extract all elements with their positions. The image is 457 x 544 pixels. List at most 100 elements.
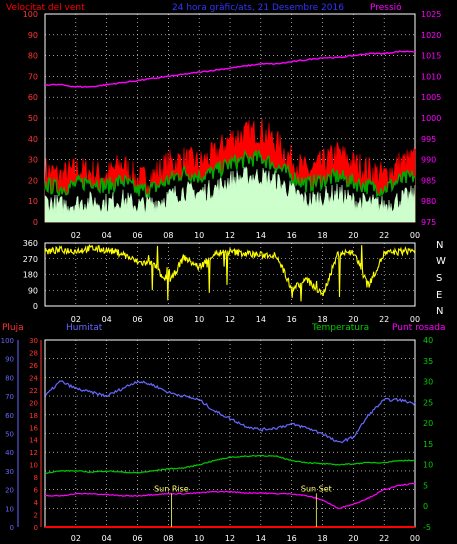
climate-x-tick: 10: [194, 534, 204, 543]
climate-x-tick: 20: [348, 534, 358, 543]
direction-x-tick: 02: [71, 315, 81, 324]
wind-x-tick: 04: [102, 231, 112, 240]
dewpoint-label: Punt rosada: [392, 323, 446, 333]
direction-x-tick: 04: [102, 315, 112, 324]
rain-label: Pluja: [2, 323, 24, 333]
wind-y-tick: 100: [23, 10, 38, 19]
wind-y-tick: 30: [28, 156, 38, 165]
rain-y-tick: 30: [29, 337, 38, 345]
climate-x-tick: 22: [379, 534, 389, 543]
pressure-y-tick: 980: [421, 197, 436, 206]
wind-x-tick: 00: [410, 231, 420, 240]
wind-x-tick: 16: [287, 231, 297, 240]
rain-y-tick: 12: [29, 449, 38, 457]
humidity-y-tick: 70: [5, 393, 14, 401]
direction-x-tick: 22: [379, 315, 389, 324]
rain-y-tick: 18: [29, 412, 38, 420]
rain-y-tick: 24: [29, 374, 38, 382]
pressure-y-tick: 1015: [421, 52, 441, 61]
wind-x-tick: 12: [225, 231, 235, 240]
pressure-y-tick: 1025: [421, 10, 441, 19]
sun-set-label: Sun Set: [301, 484, 332, 493]
direction-y-tick: 360: [23, 239, 38, 248]
wind-y-tick: 60: [28, 93, 38, 102]
wind-y-tick: 40: [28, 135, 38, 144]
humidity-y-tick: 100: [1, 337, 14, 345]
pressure-y-tick: 985: [421, 176, 436, 185]
compass-w: W: [436, 256, 446, 267]
compass-n-bottom: N: [436, 306, 443, 317]
temperature-y-tick: 10: [423, 461, 433, 470]
wind-x-tick: 14: [256, 231, 266, 240]
direction-x-tick: 00: [410, 315, 420, 324]
humidity-y-tick: 90: [5, 356, 14, 364]
direction-y-tick: 180: [23, 271, 38, 280]
pressure-label: Pressió: [370, 2, 402, 13]
pressure-y-tick: 1020: [421, 31, 441, 40]
temperature-y-tick: 30: [423, 378, 433, 387]
rain-y-tick: 8: [34, 474, 38, 482]
climate-x-tick: 06: [132, 534, 142, 543]
wind-x-tick: 02: [71, 231, 81, 240]
climate-x-tick: 04: [102, 534, 112, 543]
temperature-y-tick: 40: [423, 336, 433, 345]
temperature-y-tick: -5: [423, 523, 431, 532]
direction-line: [45, 245, 415, 301]
wind-y-tick: 70: [28, 72, 38, 81]
temperature-y-tick: 25: [423, 398, 433, 407]
wind-y-tick: 80: [28, 52, 38, 61]
humidity-y-tick: 30: [5, 468, 14, 476]
compass-s: S: [436, 273, 442, 284]
temperature-y-tick: 20: [423, 419, 433, 428]
temperature-y-tick: 35: [423, 357, 433, 366]
climate-x-tick: 00: [410, 534, 420, 543]
direction-x-tick: 14: [256, 315, 266, 324]
pressure-y-tick: 975: [421, 218, 436, 227]
humidity-y-tick: 40: [5, 449, 14, 457]
pressure-y-tick: 990: [421, 156, 436, 165]
wind-x-tick: 06: [132, 231, 142, 240]
rain-y-tick: 22: [29, 387, 38, 395]
rain-y-tick: 14: [29, 437, 38, 445]
rain-y-tick: 2: [34, 512, 38, 520]
direction-y-tick: 270: [23, 255, 38, 264]
wind-x-tick: 18: [317, 231, 327, 240]
humidity-y-tick: 80: [5, 374, 14, 382]
compass-n-top: N: [436, 240, 443, 251]
wind-speed-label: Velocitat del vent: [6, 3, 85, 13]
sun-rise-label: Sun Rise: [154, 484, 189, 493]
humidity-y-tick: 60: [5, 412, 14, 420]
graph-title: 24 hora gràfic/ats, 21 Desembre 2016: [172, 3, 344, 13]
direction-x-tick: 18: [317, 315, 327, 324]
direction-x-tick: 06: [132, 315, 142, 324]
rain-y-tick: 10: [29, 462, 38, 470]
direction-x-tick: 20: [348, 315, 358, 324]
pressure-y-tick: 995: [421, 135, 436, 144]
humidity-y-tick: 10: [5, 505, 14, 513]
direction-x-tick: 12: [225, 315, 235, 324]
wind-y-tick: 90: [28, 31, 38, 40]
climate-x-tick: 18: [317, 534, 327, 543]
direction-x-tick: 08: [163, 315, 173, 324]
rain-y-tick: 20: [29, 399, 38, 407]
humidity-label: Humitat: [66, 323, 103, 333]
temperature-label: Temperatura: [311, 323, 369, 333]
climate-x-tick: 08: [163, 534, 173, 543]
rain-y-tick: 28: [29, 349, 38, 357]
climate-x-tick: 14: [256, 534, 266, 543]
direction-y-tick: 90: [28, 286, 38, 295]
humidity-y-tick: 0: [10, 524, 14, 532]
rain-y-tick: 26: [29, 362, 38, 370]
pressure-y-tick: 1010: [421, 72, 441, 81]
wind-y-tick: 0: [33, 218, 38, 227]
wind-y-tick: 10: [28, 197, 38, 206]
wind-x-tick: 10: [194, 231, 204, 240]
temperature-y-tick: 5: [423, 481, 428, 490]
rain-y-tick: 0: [34, 524, 38, 532]
pressure-line: [45, 51, 415, 87]
temperature-y-tick: 15: [423, 440, 433, 449]
wind-x-tick: 20: [348, 231, 358, 240]
pressure-y-tick: 1005: [421, 93, 441, 102]
